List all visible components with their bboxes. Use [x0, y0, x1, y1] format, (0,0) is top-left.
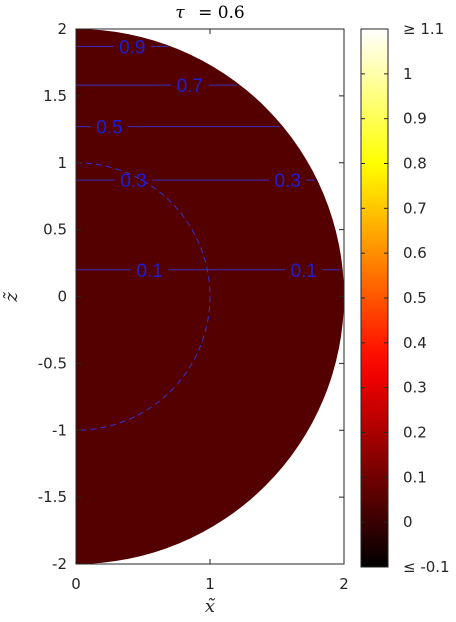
colorbar-tick-label: 0.5	[403, 289, 427, 307]
y-axis-label: z̃	[1, 292, 22, 303]
colorbar-tick-label: 0.7	[403, 199, 427, 217]
contour-lines	[76, 45, 340, 271]
y-tick-label: -1	[52, 421, 67, 439]
y-tick-label: 1	[57, 154, 67, 172]
y-tick-label: 2	[57, 20, 67, 38]
contour-label: 0.1	[136, 261, 162, 282]
contour-labels: 0.1 0.1 0.3 0.3 0.5 0.7 0.9	[96, 37, 317, 281]
contour-label: 0.1	[291, 261, 317, 282]
y-tick-label: 0.5	[43, 221, 67, 239]
y-tick-label: -0.5	[38, 354, 67, 372]
colorbar-ticks: ≤ -0.1 0 0.1 0.2 0.3 0.4 0.5 0.6 0.7 0.8 0.9 1 ≥ 1.1	[361, 20, 450, 576]
colorbar-tick-label: 0	[403, 513, 413, 531]
y-tick-label: 1.5	[43, 87, 67, 105]
colorbar-tick-label: 0.9	[403, 110, 427, 128]
colorbar-tick-label: 0.8	[403, 155, 427, 173]
colorbar-tick-label: 0.3	[403, 379, 427, 397]
title-symbol: τ	[175, 3, 185, 23]
colorbar-tick-label: 1	[403, 65, 413, 83]
field-half-disk	[76, 29, 344, 564]
contour-label: 0.3	[120, 171, 146, 192]
contour-label: 0.3	[275, 171, 301, 192]
contour-label: 0.5	[96, 118, 122, 139]
colorbar-tick-label: 0.2	[403, 424, 427, 442]
contour-label: 0.7	[177, 76, 203, 97]
colorbar: ≤ -0.1 0 0.1 0.2 0.3 0.4 0.5 0.6 0.7 0.8 0.9 1 ≥ 1.1	[360, 20, 450, 576]
colorbar-tick-label: 0.1	[403, 468, 427, 486]
y-tick-label: -2	[52, 555, 67, 573]
y-axis-ticks: -2 -1.5 -1 -0.5 0 0.5 1 1.5 2	[38, 20, 344, 573]
colorbar-tick-label: 0.4	[403, 334, 427, 352]
colorbar-tick-label: ≥ 1.1	[403, 20, 444, 38]
x-tick-label: 1	[205, 575, 215, 593]
x-axis-ticks: 0 1 2	[71, 29, 349, 593]
chart-title: τ = 0.6	[175, 3, 245, 23]
title-value: = 0.6	[198, 3, 245, 23]
colorbar-gradient	[360, 28, 389, 568]
x-axis-label: x̃	[205, 596, 216, 617]
contour-label: 0.9	[119, 37, 145, 58]
y-tick-label: 0	[57, 288, 67, 306]
y-tick-label: -1.5	[38, 488, 67, 506]
colorbar-tick-label: ≤ -0.1	[403, 558, 450, 576]
reference-circle	[75, 162, 211, 431]
x-tick-label: 2	[339, 575, 349, 593]
colorbar-tick-label: 0.6	[403, 244, 427, 262]
x-tick-label: 0	[71, 575, 81, 593]
